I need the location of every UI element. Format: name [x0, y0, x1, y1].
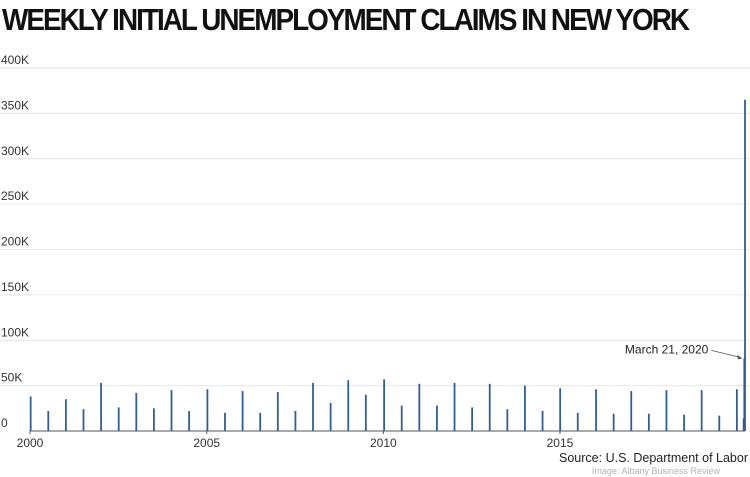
bar — [312, 382, 314, 431]
bar — [665, 390, 668, 431]
bar — [29, 396, 32, 431]
bar — [630, 391, 633, 431]
bar — [383, 379, 386, 431]
y-tick-label: 300K — [1, 144, 29, 158]
y-tick-label: 400K — [1, 53, 29, 67]
arrow-head — [737, 354, 743, 360]
y-axis: 0 50K 100K 150K 200K 250K 300K 350K 400K — [1, 53, 29, 430]
bar — [64, 399, 67, 431]
bar — [744, 99, 746, 431]
chart-title: WEEKLY INITIAL UNEMPLOYMENT CLAIMS IN NE… — [2, 2, 690, 37]
image-credit: Image: Albany Business Review — [591, 466, 720, 476]
bars — [29, 99, 746, 431]
bar — [576, 412, 579, 431]
x-tick-label: 2000 — [17, 436, 44, 450]
annotation-arrow — [711, 350, 741, 358]
y-tick-label: 350K — [1, 98, 29, 112]
source-note: Source: U.S. Department of Labor — [559, 451, 748, 465]
annotation: March 21, 2020 — [625, 342, 743, 360]
bar — [612, 413, 615, 431]
x-tick-label: 2010 — [370, 436, 397, 450]
y-tick-label: 0 — [1, 416, 8, 430]
bar — [100, 382, 102, 431]
bar — [488, 383, 491, 431]
x-tick-label: 2005 — [193, 436, 220, 450]
bar — [541, 411, 544, 431]
annotation-label: March 21, 2020 — [625, 342, 709, 356]
y-tick-label: 50K — [1, 371, 22, 385]
bar — [700, 390, 703, 431]
bar — [347, 380, 350, 431]
bar — [135, 392, 138, 431]
bar — [170, 390, 173, 431]
bar — [559, 388, 562, 431]
bar — [329, 402, 332, 431]
y-tick-label: 250K — [1, 189, 29, 203]
bar — [47, 411, 50, 431]
y-tick-label: 200K — [1, 235, 29, 249]
bar — [364, 394, 367, 431]
bar — [524, 385, 526, 431]
x-tick-label: 2015 — [547, 436, 574, 450]
bar — [224, 412, 226, 431]
bar — [735, 389, 738, 431]
bar — [453, 382, 456, 431]
bar — [595, 389, 597, 431]
bar — [506, 409, 509, 431]
bar — [153, 408, 155, 431]
bar — [294, 411, 297, 431]
bar — [683, 414, 685, 431]
bar — [241, 391, 244, 431]
y-tick-label: 100K — [1, 325, 29, 339]
bar — [259, 412, 262, 431]
bar — [188, 411, 191, 431]
gridlines — [0, 67, 750, 387]
bar — [471, 407, 474, 431]
bar — [647, 413, 650, 431]
bar — [206, 389, 209, 431]
bar — [117, 407, 120, 431]
x-axis: 2000 2005 2010 2015 — [17, 430, 745, 450]
bar — [276, 391, 279, 431]
bar — [418, 383, 421, 431]
bar — [82, 409, 85, 431]
bar — [718, 415, 721, 431]
y-tick-label: 150K — [1, 280, 29, 294]
bar — [400, 405, 403, 431]
bar — [436, 405, 438, 431]
